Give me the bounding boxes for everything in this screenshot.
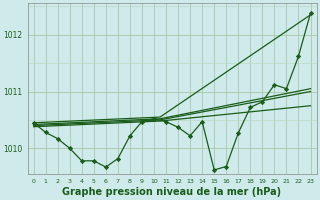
- X-axis label: Graphe pression niveau de la mer (hPa): Graphe pression niveau de la mer (hPa): [62, 187, 282, 197]
